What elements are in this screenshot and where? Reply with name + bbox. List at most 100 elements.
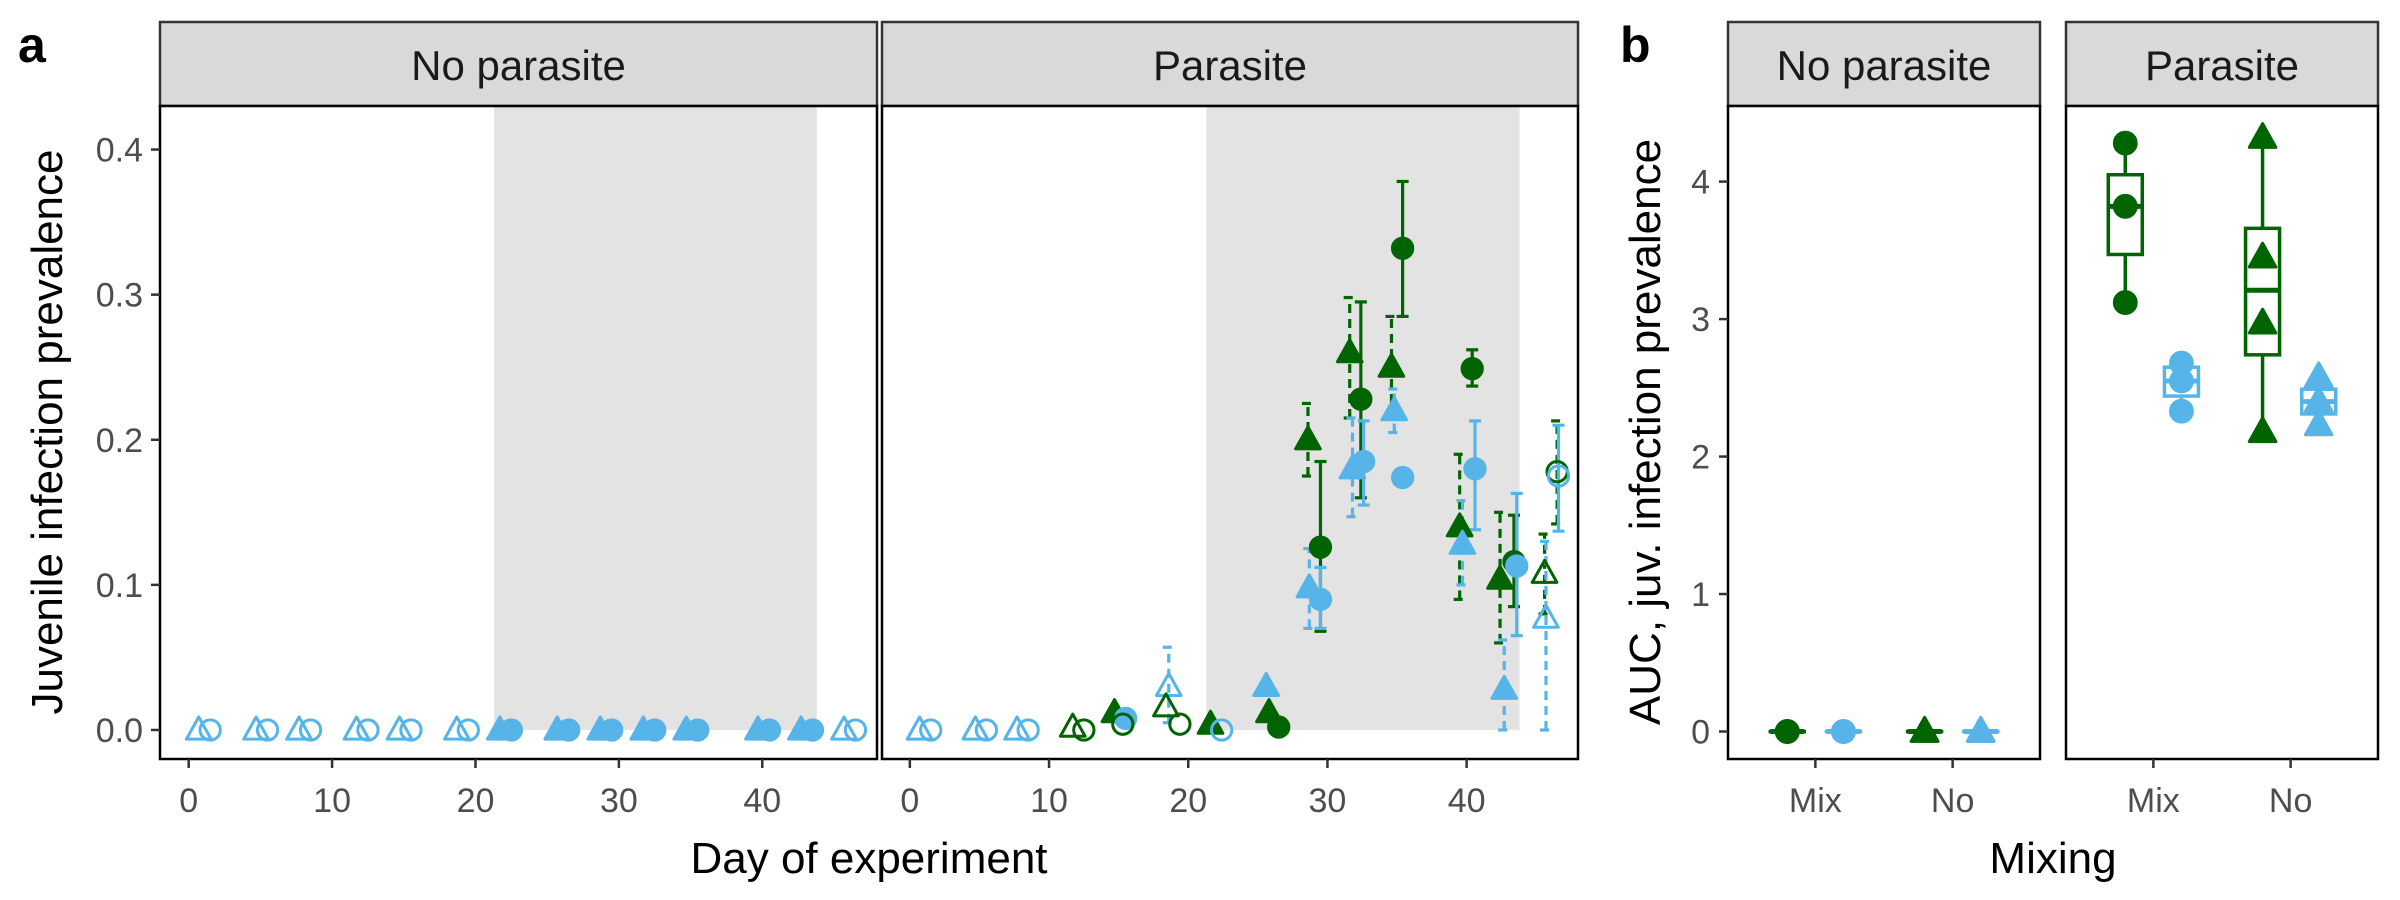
data-point xyxy=(2112,290,2138,316)
error-bar xyxy=(1539,539,1552,732)
data-point xyxy=(1154,671,1183,697)
data-point xyxy=(919,718,943,742)
data-point xyxy=(800,718,825,742)
x-tick-label: Mix xyxy=(2127,782,2180,820)
data-point xyxy=(385,715,414,741)
error-bar xyxy=(1498,638,1511,732)
panel-border xyxy=(158,104,879,761)
data-point xyxy=(2303,409,2334,437)
panel-border xyxy=(880,104,1580,761)
data-point xyxy=(1267,715,1291,739)
data-point xyxy=(1072,718,1096,742)
x-tick-label: 20 xyxy=(1169,782,1207,820)
data-point xyxy=(1774,719,1800,744)
data-point xyxy=(1294,425,1322,451)
data-point xyxy=(843,718,868,742)
data-point xyxy=(1308,535,1333,559)
panel-border xyxy=(2064,104,2380,761)
y-tick-label: 4 xyxy=(1691,164,1710,202)
data-point xyxy=(1463,457,1487,481)
plot-panel xyxy=(1728,106,2040,759)
shaded-period xyxy=(1206,106,1520,730)
y-tick-label: 0.4 xyxy=(96,132,143,170)
facet-strip-label: No parasite xyxy=(411,42,626,89)
data-point xyxy=(757,718,782,742)
error-bar xyxy=(1552,423,1565,533)
data-point xyxy=(600,718,624,742)
x-tick-label: 30 xyxy=(600,782,638,820)
data-point xyxy=(2112,193,2138,219)
y-tick-label: 0.1 xyxy=(96,567,143,605)
x-tick-label: 30 xyxy=(1309,782,1347,820)
data-point xyxy=(1168,712,1192,736)
data-point xyxy=(1210,718,1234,742)
data-point xyxy=(1965,716,1996,743)
x-tick-label: 0 xyxy=(900,782,919,820)
panel-letter-b: b xyxy=(1620,17,1651,73)
data-point xyxy=(1152,692,1180,718)
y-tick-label: 3 xyxy=(1691,301,1710,339)
data-point xyxy=(242,715,270,741)
data-point xyxy=(456,718,480,742)
data-point xyxy=(1448,529,1477,555)
data-point xyxy=(356,718,380,742)
data-point xyxy=(1490,674,1519,700)
data-point xyxy=(1016,718,1040,742)
data-point xyxy=(255,718,280,742)
x-tick-label: 20 xyxy=(457,782,495,820)
data-point xyxy=(2169,398,2194,424)
x-tick-label: No xyxy=(2269,782,2312,820)
data-point xyxy=(443,715,471,741)
y-axis-title: AUC, juv. infection prevalence xyxy=(1621,139,1670,725)
x-tick-label: 0 xyxy=(179,782,198,820)
data-point xyxy=(1530,558,1559,584)
data-point xyxy=(184,715,213,741)
data-point xyxy=(1111,712,1135,736)
data-point xyxy=(285,715,313,741)
data-point xyxy=(1486,564,1514,590)
data-point xyxy=(830,715,858,741)
data-point xyxy=(2112,130,2138,156)
y-tick-label: 0.3 xyxy=(96,277,143,315)
data-point xyxy=(499,718,523,742)
data-point xyxy=(2247,416,2278,444)
data-point xyxy=(974,718,999,742)
error-bar xyxy=(1453,452,1466,601)
facet-strip-label: No parasite xyxy=(1777,42,1992,89)
data-point xyxy=(1308,587,1333,612)
error-bar xyxy=(1456,499,1469,587)
y-tick-label: 0.0 xyxy=(96,712,143,750)
data-point xyxy=(399,718,423,742)
x-axis-title: Day of experiment xyxy=(690,834,1047,883)
data-point xyxy=(1003,715,1031,741)
data-point xyxy=(2247,122,2278,149)
boxplot-box xyxy=(2106,172,2145,257)
data-point xyxy=(1351,449,1376,474)
data-point xyxy=(198,718,222,742)
x-tick-label: 10 xyxy=(1030,782,1068,820)
data-point xyxy=(1349,387,1373,411)
data-point xyxy=(686,718,710,742)
y-tick-label: 0.2 xyxy=(96,422,143,460)
data-point xyxy=(643,718,667,742)
data-point xyxy=(1532,603,1560,629)
shaded-period xyxy=(494,106,817,730)
x-tick-label: 10 xyxy=(313,782,351,820)
x-axis-title: Mixing xyxy=(1989,834,2116,883)
data-point xyxy=(1252,671,1280,697)
y-tick-label: 1 xyxy=(1691,576,1710,614)
y-tick-label: 0 xyxy=(1691,714,1710,752)
facet-strip xyxy=(880,20,1580,108)
data-point xyxy=(905,715,934,741)
data-point xyxy=(1390,465,1415,490)
data-point xyxy=(298,718,323,742)
panel-letter-a: a xyxy=(18,17,47,73)
data-point xyxy=(1377,352,1406,378)
y-axis-title: Juvenile infection prevalence xyxy=(23,149,72,714)
data-point xyxy=(2247,241,2278,269)
data-point xyxy=(1546,464,1571,488)
data-point xyxy=(342,715,371,741)
facet-strip-label: Parasite xyxy=(1153,42,1307,89)
data-point xyxy=(2247,307,2278,335)
